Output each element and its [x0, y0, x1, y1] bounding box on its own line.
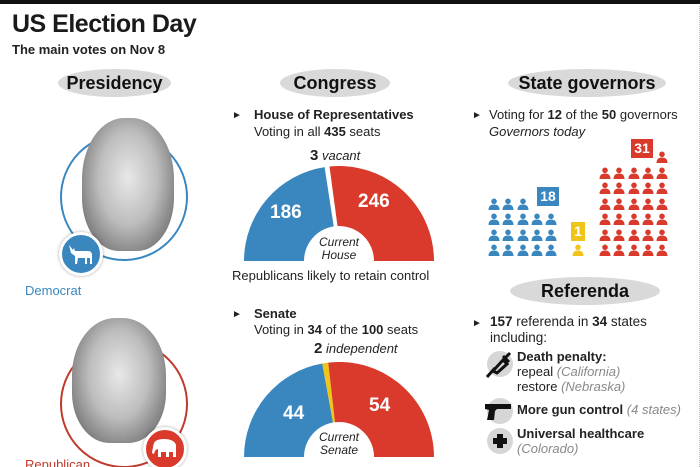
person-icon — [642, 229, 654, 241]
person-icon — [502, 244, 514, 256]
referenda-count-text: 157 referenda in 34 states — [490, 314, 647, 329]
party-label-democrat: Democrat — [25, 283, 82, 298]
page-subtitle: The main votes on Nov 8 — [12, 42, 166, 57]
person-icon — [502, 198, 514, 210]
syringe-icon — [485, 351, 513, 378]
person-icon — [531, 244, 543, 256]
person-icon — [517, 213, 529, 225]
person-icon — [599, 244, 611, 256]
person-icon — [502, 213, 514, 225]
person-icon — [613, 213, 625, 225]
bullet-triangle-icon: ► — [472, 110, 482, 121]
house-center-label: Current House — [318, 235, 359, 262]
person-icon — [656, 182, 668, 194]
person-icon — [545, 244, 557, 256]
person-icon — [502, 229, 514, 241]
person-icon — [656, 229, 668, 241]
person-icon — [599, 167, 611, 179]
person-icon — [599, 213, 611, 225]
person-icon — [642, 244, 654, 256]
section-referenda: Referenda — [510, 277, 660, 305]
gun-icon — [485, 398, 513, 424]
senate-voting-text: Voting in 34 of the 100 seats — [254, 322, 419, 337]
person-icon — [517, 198, 529, 210]
person-icon — [656, 213, 668, 225]
page-title: US Election Day — [12, 10, 197, 38]
person-icon — [642, 213, 654, 225]
person-icon — [545, 213, 557, 225]
person-icon — [613, 198, 625, 210]
person-icon — [656, 198, 668, 210]
referendum-death-penalty-title: Death penalty: — [517, 349, 607, 364]
party-label-republican: Republican — [25, 457, 91, 467]
person-icon — [628, 167, 640, 179]
person-icon — [613, 182, 625, 194]
person-icon — [656, 244, 668, 256]
republican-candidate-photo — [72, 318, 166, 443]
person-icon — [517, 229, 529, 241]
referendum-death-penalty-repeal: repeal (California) — [517, 364, 621, 379]
governors-ind-count: 1 — [571, 222, 585, 241]
democrat-candidate-photo — [82, 118, 174, 251]
governors-dem-count: 18 — [537, 187, 559, 206]
person-icon — [628, 229, 640, 241]
person-icon — [613, 229, 625, 241]
governors-rep-count: 31 — [631, 139, 653, 158]
senate-seat-chart — [244, 362, 434, 457]
section-congress: Congress — [280, 69, 390, 97]
bullet-triangle-icon: ► — [232, 309, 242, 320]
house-heading: House of Representatives — [254, 107, 414, 122]
person-icon — [545, 229, 557, 241]
section-presidency: Presidency — [58, 69, 171, 97]
person-icon — [628, 213, 640, 225]
person-icon — [656, 167, 668, 179]
house-rep-seats: 246 — [358, 191, 390, 212]
person-icon — [488, 229, 500, 241]
person-icon — [488, 198, 500, 210]
house-note: Republicans likely to retain control — [232, 268, 430, 283]
top-bar — [0, 0, 700, 4]
person-icon — [488, 244, 500, 256]
person-icon — [613, 244, 625, 256]
person-icon — [599, 182, 611, 194]
senate-heading: Senate — [254, 306, 297, 321]
senate-rep-seats: 54 — [369, 395, 391, 416]
person-icon — [531, 229, 543, 241]
person-icon — [628, 182, 640, 194]
referendum-healthcare-note: (Colorado) — [517, 441, 579, 456]
person-icon — [628, 198, 640, 210]
person-icon — [628, 244, 640, 256]
governors-today-label: Governors today — [489, 124, 586, 139]
person-icon — [488, 213, 500, 225]
person-icon — [572, 244, 584, 256]
governors-voting-text: Voting for 12 of the 50 governors — [489, 107, 678, 122]
medical-cross-icon — [487, 428, 513, 454]
donkey-icon — [59, 232, 103, 276]
house-dem-seats: 186 — [270, 202, 302, 223]
referendum-death-penalty-restore: restore (Nebraska) — [517, 379, 626, 394]
person-icon — [517, 244, 529, 256]
person-icon — [531, 213, 543, 225]
section-governors: State governors — [508, 69, 666, 97]
person-icon — [656, 151, 668, 163]
senate-dem-seats: 44 — [283, 403, 305, 424]
house-voting-text: Voting in all 435 seats — [254, 124, 381, 139]
senate-center-label: Current Senate — [318, 430, 359, 457]
referenda-including: including: — [490, 330, 548, 345]
house-vacant: 3 vacant — [310, 147, 361, 164]
bullet-triangle-icon: ► — [472, 318, 482, 329]
person-icon — [599, 229, 611, 241]
person-icon — [642, 182, 654, 194]
senate-independent: 2 independent — [314, 340, 398, 357]
referendum-gun-control: More gun control (4 states) — [517, 402, 681, 417]
referendum-healthcare-title: Universal healthcare — [517, 426, 645, 441]
bullet-triangle-icon: ► — [232, 110, 242, 121]
person-icon — [642, 167, 654, 179]
person-icon — [599, 198, 611, 210]
person-icon — [642, 198, 654, 210]
house-seat-chart — [244, 166, 434, 261]
person-icon — [613, 167, 625, 179]
elephant-icon — [143, 427, 187, 467]
